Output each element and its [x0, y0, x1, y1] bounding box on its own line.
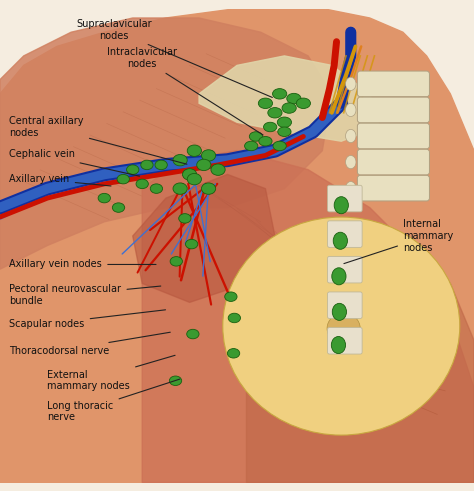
Text: Cephalic vein: Cephalic vein — [9, 149, 139, 176]
Ellipse shape — [273, 88, 287, 99]
Ellipse shape — [197, 159, 211, 170]
FancyBboxPatch shape — [328, 221, 362, 247]
Ellipse shape — [264, 122, 277, 132]
Ellipse shape — [225, 292, 237, 301]
Ellipse shape — [282, 103, 296, 113]
Ellipse shape — [327, 313, 360, 344]
Polygon shape — [0, 18, 332, 269]
Ellipse shape — [98, 193, 110, 203]
Text: Axillary vein nodes: Axillary vein nodes — [9, 259, 156, 270]
Polygon shape — [133, 174, 275, 302]
Ellipse shape — [117, 174, 129, 184]
Text: Thoracodorsal nerve: Thoracodorsal nerve — [9, 332, 170, 355]
Ellipse shape — [277, 117, 292, 128]
FancyBboxPatch shape — [328, 256, 362, 283]
Text: Axillary vein: Axillary vein — [9, 174, 111, 186]
Ellipse shape — [211, 164, 225, 175]
Ellipse shape — [258, 98, 273, 109]
Ellipse shape — [228, 313, 240, 323]
Ellipse shape — [278, 127, 291, 136]
Ellipse shape — [223, 217, 460, 435]
Ellipse shape — [334, 197, 348, 214]
Ellipse shape — [332, 268, 346, 285]
Text: External
mammary nodes: External mammary nodes — [47, 355, 175, 391]
FancyBboxPatch shape — [357, 175, 429, 201]
FancyBboxPatch shape — [357, 97, 429, 123]
FancyBboxPatch shape — [357, 123, 429, 149]
Ellipse shape — [136, 179, 148, 189]
Ellipse shape — [346, 77, 356, 90]
FancyBboxPatch shape — [328, 327, 362, 354]
FancyBboxPatch shape — [328, 185, 362, 212]
FancyBboxPatch shape — [357, 149, 429, 175]
Ellipse shape — [228, 349, 240, 358]
Ellipse shape — [249, 132, 263, 141]
Text: Pectoral neurovascular
bundle: Pectoral neurovascular bundle — [9, 284, 161, 306]
Ellipse shape — [150, 184, 163, 193]
Ellipse shape — [346, 156, 356, 169]
Text: Supraclavicular
nodes: Supraclavicular nodes — [76, 19, 273, 98]
Ellipse shape — [273, 141, 286, 151]
Text: Long thoracic
nerve: Long thoracic nerve — [47, 379, 180, 422]
Ellipse shape — [141, 160, 153, 170]
Polygon shape — [0, 8, 474, 483]
Ellipse shape — [187, 145, 201, 157]
Text: Central axillary
nodes: Central axillary nodes — [9, 116, 187, 164]
Text: Intraclavicular
nodes: Intraclavicular nodes — [107, 48, 263, 135]
Ellipse shape — [173, 155, 187, 166]
Ellipse shape — [201, 183, 216, 194]
Ellipse shape — [346, 182, 356, 195]
FancyBboxPatch shape — [357, 71, 429, 97]
Polygon shape — [142, 151, 474, 483]
Ellipse shape — [169, 376, 182, 385]
Ellipse shape — [346, 103, 356, 116]
Ellipse shape — [268, 108, 282, 118]
Polygon shape — [199, 56, 379, 141]
Text: Internal
mammary
nodes: Internal mammary nodes — [344, 219, 453, 264]
Ellipse shape — [155, 160, 167, 170]
Ellipse shape — [187, 329, 199, 339]
Ellipse shape — [259, 136, 272, 146]
Ellipse shape — [127, 165, 139, 174]
Ellipse shape — [170, 257, 182, 266]
Polygon shape — [246, 222, 474, 483]
Ellipse shape — [332, 303, 346, 321]
Ellipse shape — [296, 98, 310, 109]
Ellipse shape — [245, 141, 258, 151]
Text: Scapular nodes: Scapular nodes — [9, 310, 165, 328]
Ellipse shape — [173, 183, 187, 194]
Ellipse shape — [185, 239, 198, 249]
Ellipse shape — [201, 150, 216, 161]
Ellipse shape — [346, 129, 356, 143]
FancyBboxPatch shape — [328, 292, 362, 319]
Ellipse shape — [187, 173, 201, 185]
Ellipse shape — [112, 203, 125, 212]
Ellipse shape — [179, 214, 191, 223]
Ellipse shape — [287, 93, 301, 104]
Ellipse shape — [331, 336, 346, 354]
Ellipse shape — [182, 169, 197, 180]
Ellipse shape — [333, 232, 347, 249]
